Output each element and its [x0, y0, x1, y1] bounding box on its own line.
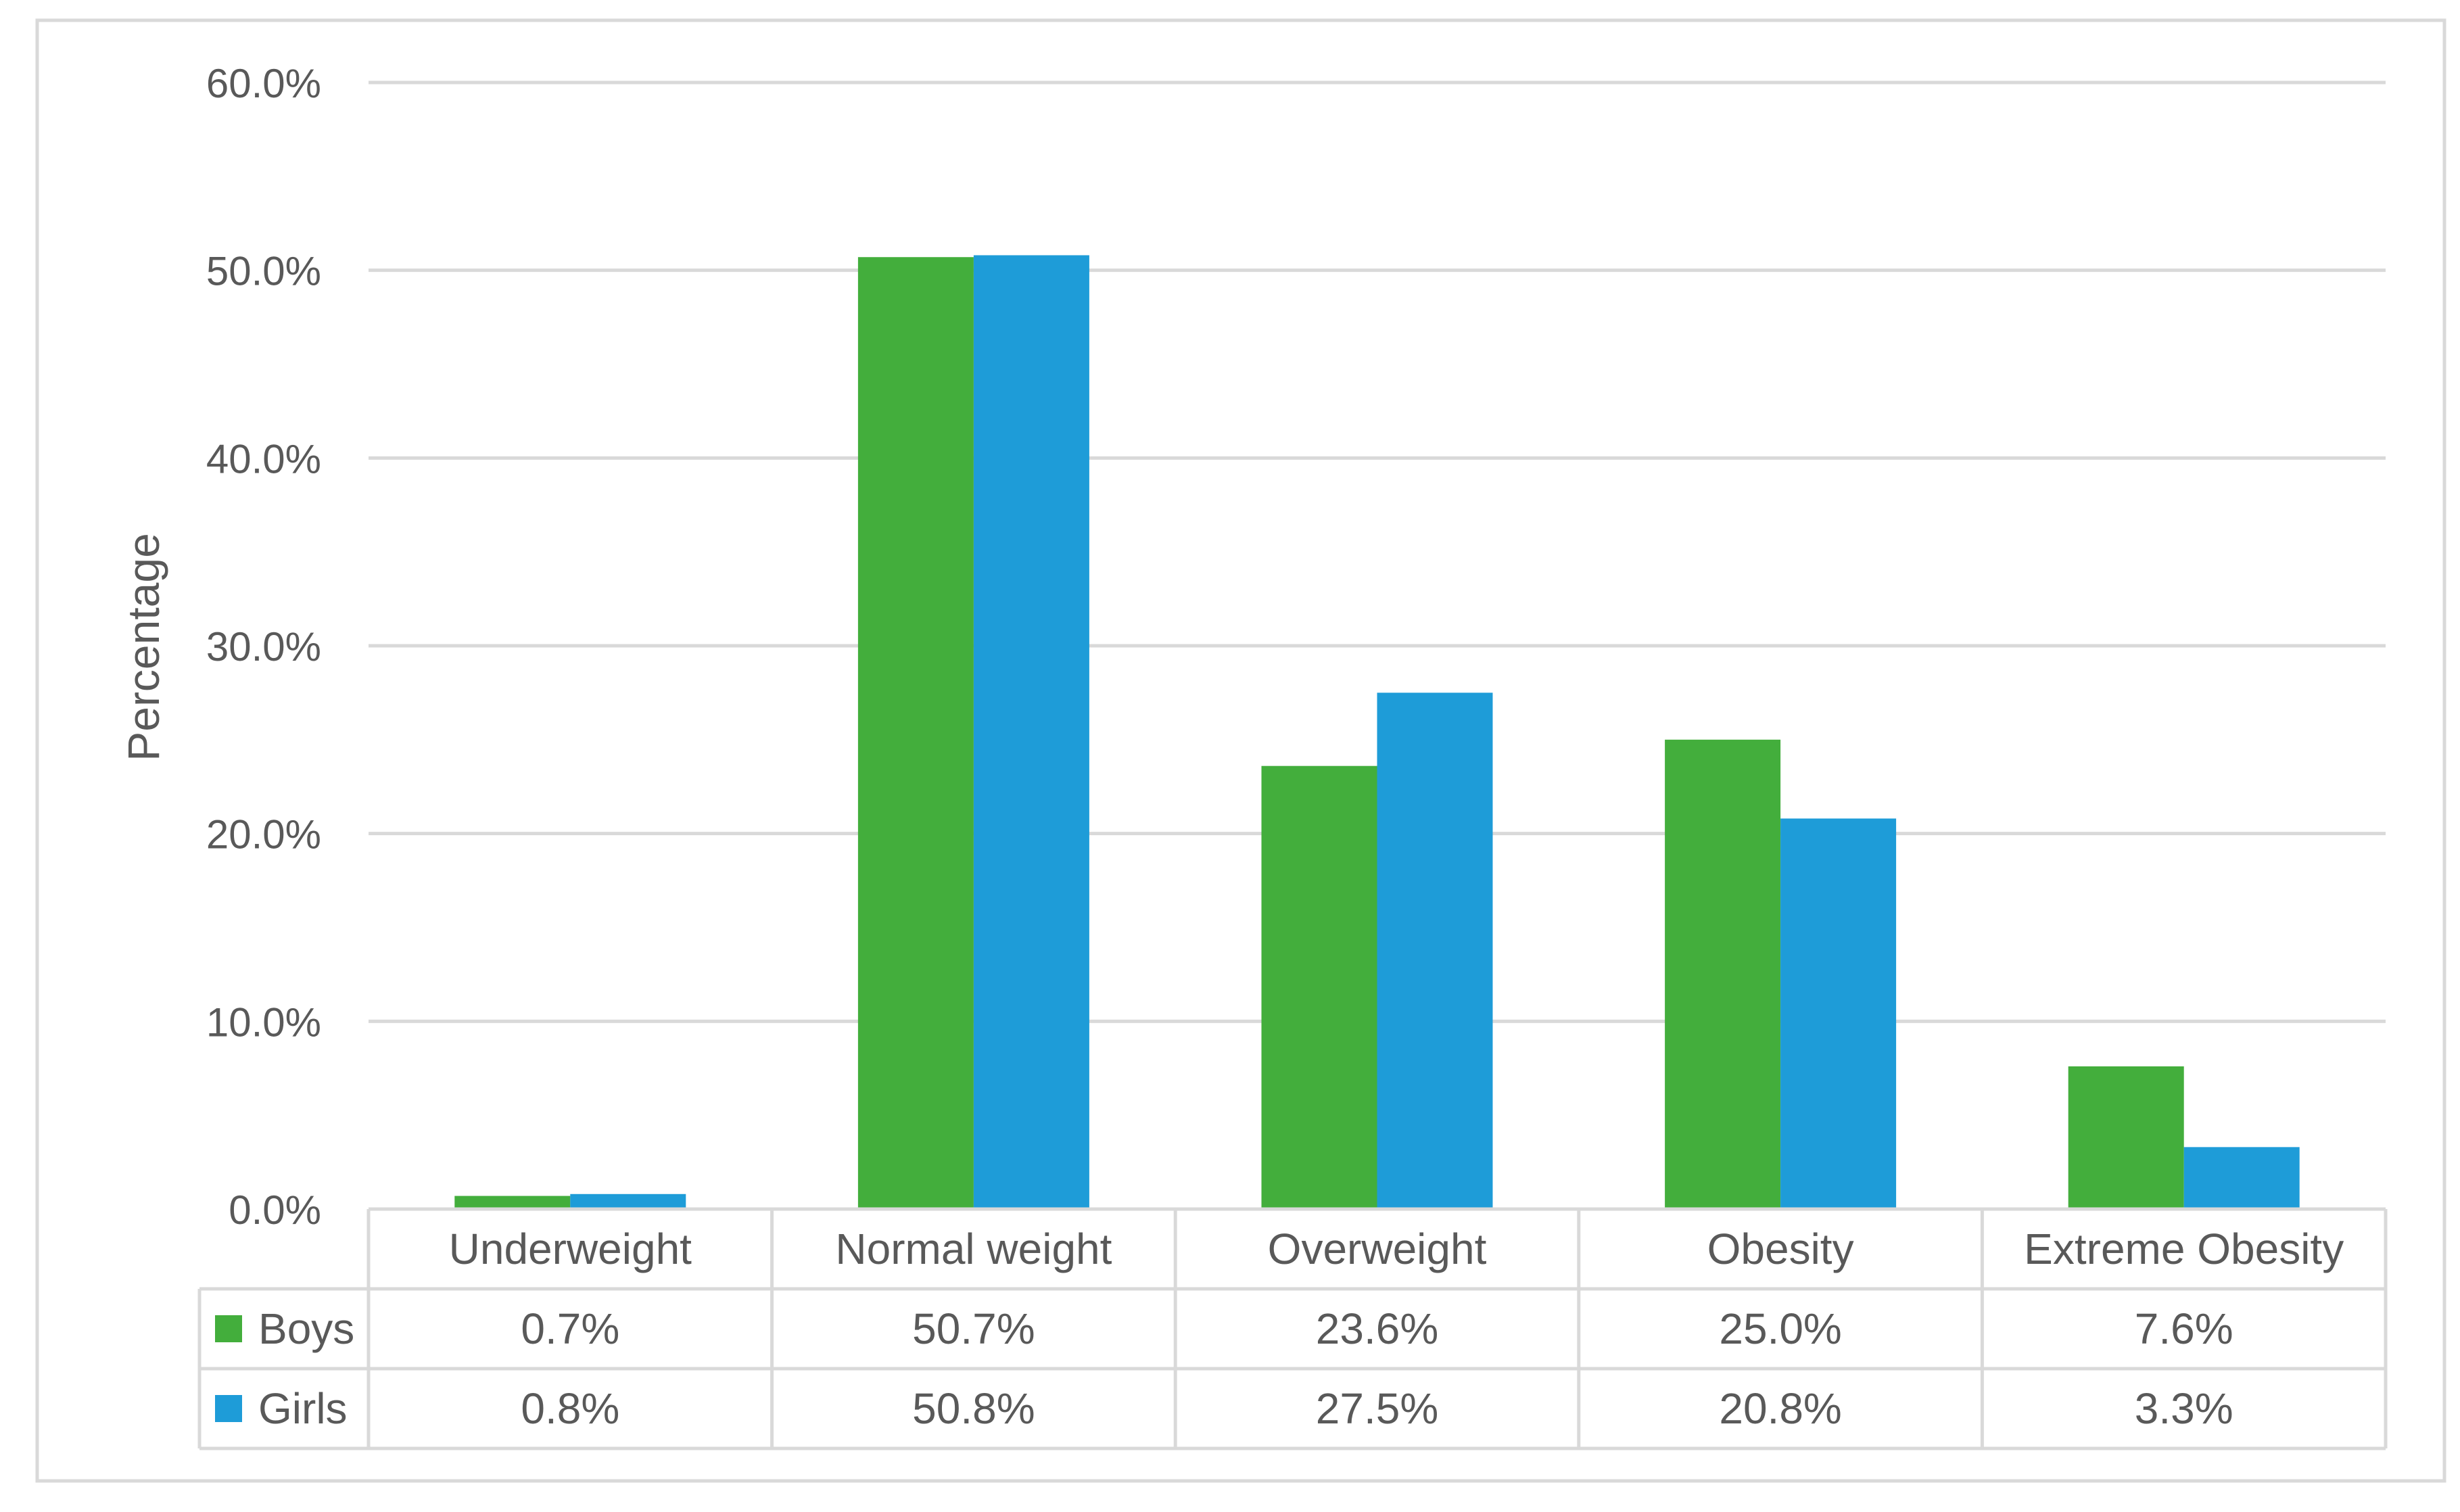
x-category-label: Underweight	[449, 1225, 692, 1273]
y-tick-label: 50.0%	[206, 249, 321, 294]
legend-key-girls	[215, 1395, 242, 1422]
data-label: 0.8%	[521, 1384, 619, 1433]
y-tick-label: 40.0%	[206, 436, 321, 481]
bar-girls	[2183, 1147, 2300, 1209]
y-tick-label: 30.0%	[206, 624, 321, 669]
bar-boys	[1665, 739, 1781, 1209]
legend-label-boys: Boys	[258, 1304, 354, 1353]
y-tick-label: 60.0%	[206, 61, 321, 106]
data-label: 25.0%	[1719, 1304, 1841, 1353]
bar-girls	[973, 255, 1089, 1209]
bar-boys	[1261, 765, 1377, 1209]
y-tick-label: 0.0%	[229, 1187, 321, 1233]
bar-girls	[570, 1194, 686, 1209]
bar-boys	[857, 257, 974, 1210]
y-tick-label: 20.0%	[206, 812, 321, 857]
bar-boys	[454, 1196, 571, 1209]
data-label: 23.6%	[1316, 1304, 1438, 1353]
chart-border	[35, 18, 2446, 1483]
y-axis-label: Percentage	[118, 533, 168, 761]
bar-girls	[1377, 692, 1493, 1209]
y-tick-label: 10.0%	[206, 999, 321, 1045]
legend-label-girls: Girls	[258, 1384, 348, 1433]
bar-boys	[2068, 1066, 2184, 1209]
legend-key-boys	[215, 1315, 242, 1342]
x-category-label: Obesity	[1707, 1225, 1854, 1273]
data-label: 0.7%	[521, 1304, 619, 1353]
data-label: 3.3%	[2135, 1384, 2233, 1433]
x-category-label: Extreme Obesity	[2024, 1225, 2344, 1273]
x-category-label: Overweight	[1268, 1225, 1487, 1273]
data-label: 50.7%	[912, 1304, 1035, 1353]
data-label: 20.8%	[1719, 1384, 1841, 1433]
data-label: 27.5%	[1316, 1384, 1438, 1433]
bar-girls	[1780, 818, 1897, 1209]
data-label: 50.8%	[912, 1384, 1035, 1433]
x-category-label: Normal weight	[835, 1225, 1112, 1273]
data-label: 7.6%	[2135, 1304, 2233, 1353]
